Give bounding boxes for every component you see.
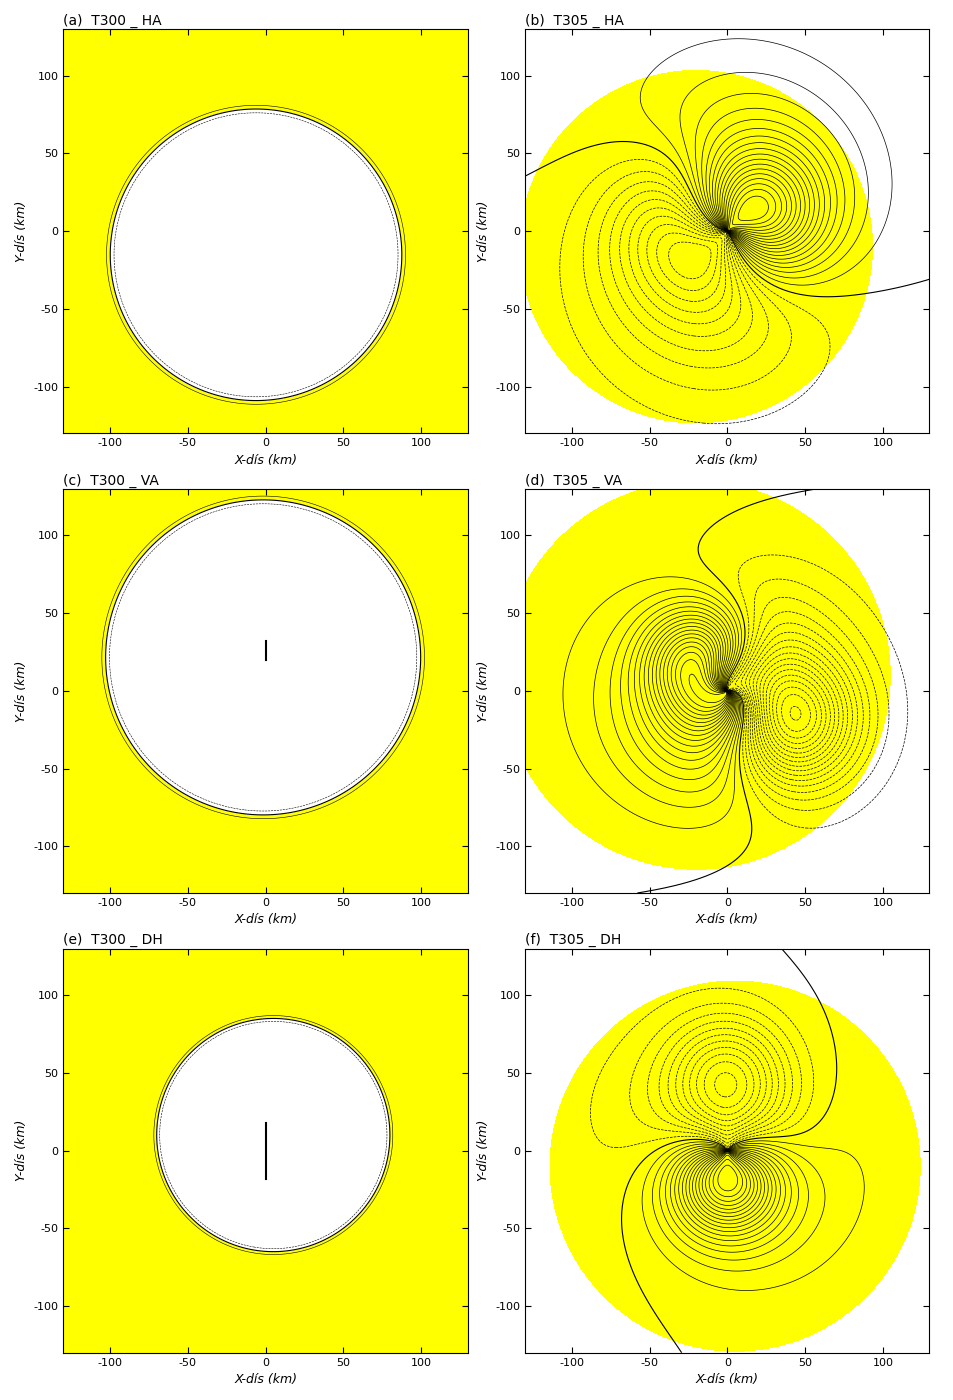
Y-axis label: Y-dís (km): Y-dís (km) — [476, 1120, 489, 1182]
X-axis label: X-dís (km): X-dís (km) — [233, 913, 296, 927]
Y-axis label: Y-dís (km): Y-dís (km) — [476, 661, 489, 721]
Text: (e)  T300 _ DH: (e) T300 _ DH — [64, 934, 163, 948]
Y-axis label: Y-dís (km): Y-dís (km) — [476, 200, 489, 262]
X-axis label: X-dís (km): X-dís (km) — [233, 454, 296, 466]
Text: (d)  T305 _ VA: (d) T305 _ VA — [525, 473, 621, 487]
Text: (b)  T305 _ HA: (b) T305 _ HA — [525, 14, 623, 28]
X-axis label: X-dís (km): X-dís (km) — [233, 1373, 296, 1386]
X-axis label: X-dís (km): X-dís (km) — [695, 913, 758, 927]
Y-axis label: Y-dís (km): Y-dís (km) — [15, 661, 28, 721]
X-axis label: X-dís (km): X-dís (km) — [695, 454, 758, 466]
Text: (c)  T300 _ VA: (c) T300 _ VA — [64, 473, 159, 487]
Text: (a)  T300 _ HA: (a) T300 _ HA — [64, 14, 162, 28]
Y-axis label: Y-dís (km): Y-dís (km) — [15, 200, 28, 262]
Text: (f)  T305 _ DH: (f) T305 _ DH — [525, 934, 620, 948]
Y-axis label: Y-dís (km): Y-dís (km) — [15, 1120, 28, 1182]
X-axis label: X-dís (km): X-dís (km) — [695, 1373, 758, 1386]
